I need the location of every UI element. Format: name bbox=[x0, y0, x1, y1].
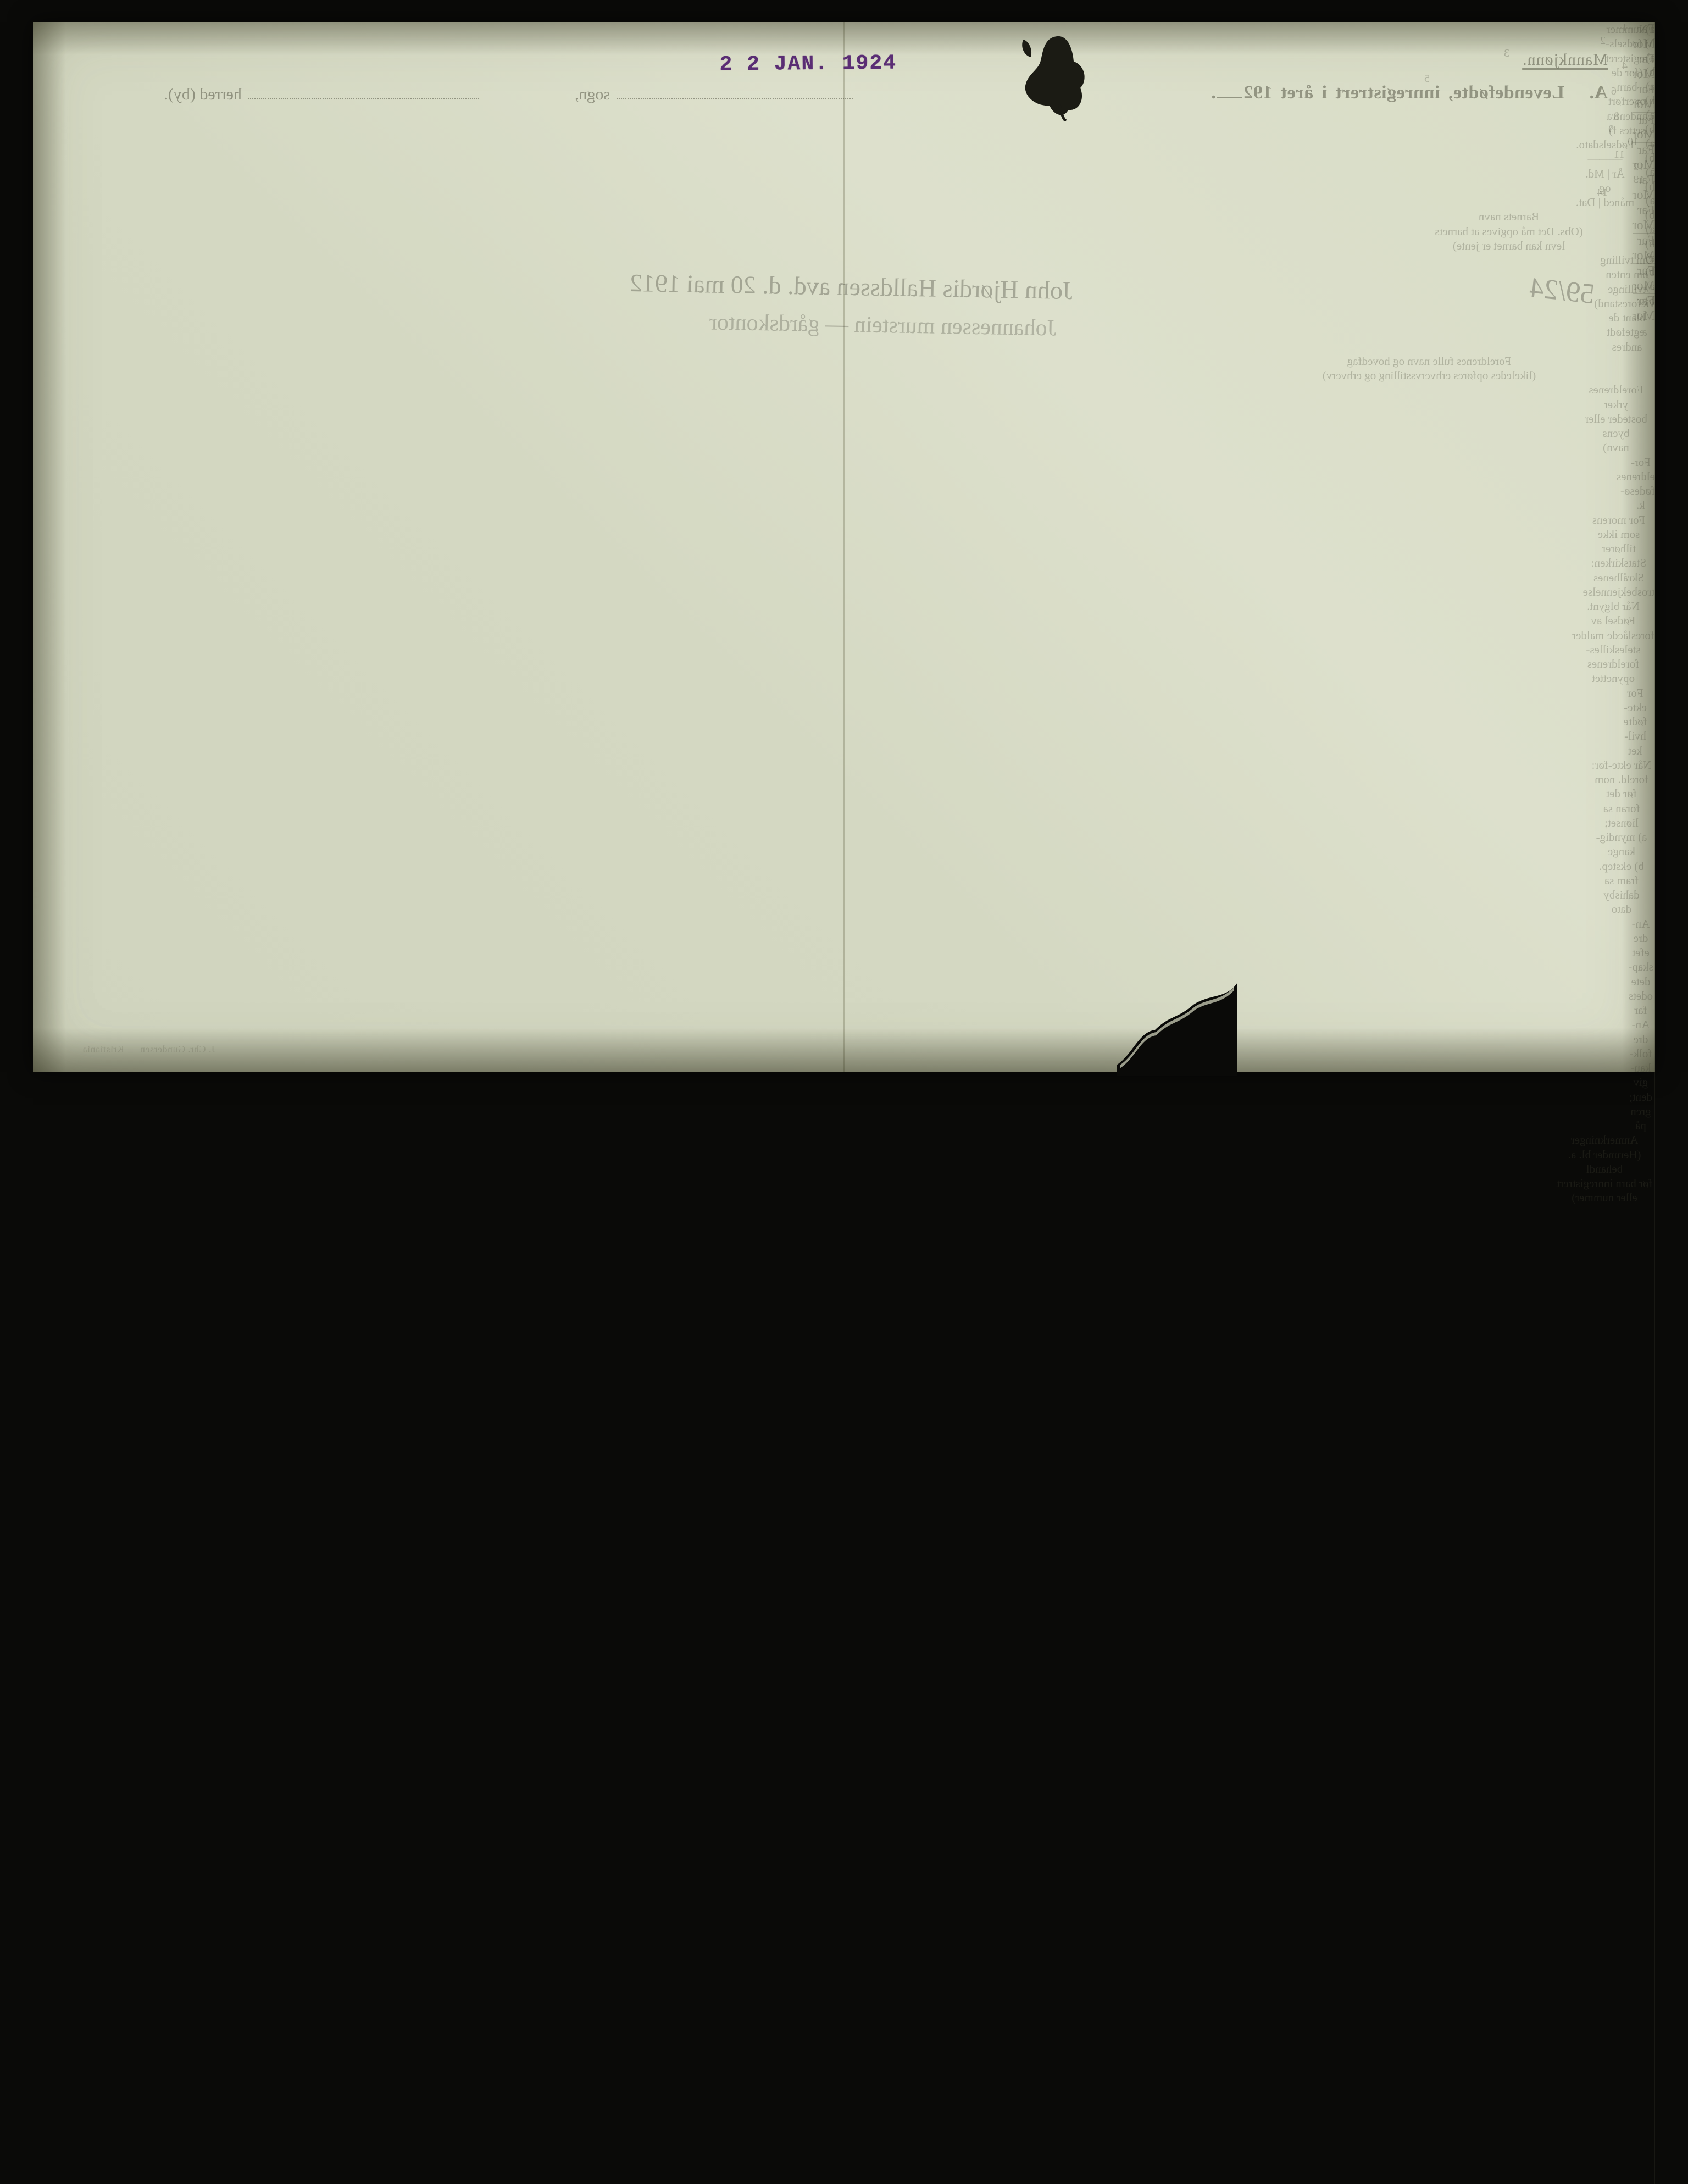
column-header-13: An- dre folk- kau- giv dent; gren på bbox=[1626, 1017, 1655, 1133]
col10-label-a: a) bbox=[1645, 165, 1655, 179]
col10-label-a: a) bbox=[1645, 22, 1655, 36]
col10-label-b: b) bbox=[1645, 122, 1655, 136]
table-column-numbers: 1234567891011121314 bbox=[1199, 22, 1655, 199]
col10-label-b: b) bbox=[1645, 179, 1655, 193]
column-number-5: 5 bbox=[1199, 73, 1655, 85]
header-herred-blank bbox=[248, 85, 479, 99]
column-header-12: An- dre efet skap- dete odets far bbox=[1626, 917, 1655, 1018]
col10-label-b: b) bbox=[1645, 93, 1655, 108]
col10-label-b: b) bbox=[1645, 236, 1655, 251]
column-header-10: For ekte- fødte hvil- ket bbox=[1615, 686, 1655, 758]
table-column-headers: Nummer i fødsels- registeret (for de bar… bbox=[1203, 22, 1655, 1205]
printer-caption: J. Chr. Gundersen — Kristiania bbox=[82, 1044, 215, 1055]
col10-label-b: b) bbox=[1645, 293, 1655, 308]
paper-edge-shadow bbox=[33, 22, 66, 1072]
column-number-3: 3 bbox=[1358, 47, 1655, 60]
col10-label-a: a) bbox=[1645, 51, 1655, 65]
col10-label-b: b) bbox=[1645, 151, 1655, 165]
col10-label-a: a) bbox=[1645, 79, 1655, 93]
col10-label-a: a) bbox=[1645, 222, 1655, 236]
col10-label-b: b) bbox=[1645, 208, 1655, 222]
table-rule-vertical bbox=[1654, 1891, 1655, 2184]
column-header-7: For- eldrenes fødesø- k. bbox=[1626, 455, 1655, 513]
col10-label-a: a) bbox=[1645, 251, 1655, 265]
header-sogn-label: sogn, bbox=[575, 85, 610, 103]
column-header-6: Foreldrenes yrker bosteder eller byens n… bbox=[1577, 383, 1655, 454]
col10-label-b: b) bbox=[1645, 65, 1655, 79]
handwriting-margin-number: 59/24 bbox=[1528, 271, 1596, 311]
ink-blot-defect bbox=[1007, 33, 1106, 121]
col10-label-b: b) bbox=[1645, 265, 1655, 279]
col10-label-a: a) bbox=[1645, 136, 1655, 151]
header-herred: herred (by). bbox=[164, 85, 479, 104]
col10-label-a: a) bbox=[1645, 279, 1655, 293]
column-header-3: Barnets navn (Obs. Det må opgives at bar… bbox=[1363, 209, 1655, 253]
column-header-5: Foreldrenes fulle navn og hovedfag (like… bbox=[1203, 354, 1655, 383]
col10-label-a: a) bbox=[1645, 193, 1655, 208]
handwriting-line-2: Johannessen murstein — gårdskontor bbox=[709, 309, 1057, 341]
scanned-form-page: Mannkjønn. A. Levendefødte, innregistrer… bbox=[33, 22, 1655, 1072]
col10-label-b: b) bbox=[1645, 36, 1655, 51]
date-stamp: 2 2 JAN. 1924 bbox=[720, 52, 897, 77]
column-header-9: Når blgynt. Fødsel av foreslåede malder … bbox=[1572, 599, 1655, 686]
column-header-8: For morens som ikke tilhører Statskirken… bbox=[1582, 513, 1655, 600]
table-col10-ab-labels: a)b)a)b)a)b)a)b)a)b)a)b)a)b)a)b)a)b)a)b) bbox=[1645, 22, 1655, 308]
column-header-14: Anmerkninger (Herunder bl. a. behandl fø… bbox=[1554, 1133, 1655, 1205]
column-header-11: Når ekte-før: foreld. nom før det foran … bbox=[1588, 758, 1655, 917]
header-sogn-blank bbox=[617, 85, 853, 99]
row-label-mother: Mor bbox=[1633, 309, 1655, 324]
header-sogn: sogn, bbox=[575, 85, 853, 104]
header-herred-label: herred (by). bbox=[164, 85, 242, 103]
col10-label-a: a) bbox=[1645, 108, 1655, 122]
handwriting-line-1: John Hjørdis Halldssen avd. d. 20 mai 19… bbox=[629, 268, 1073, 305]
center-fold-crease bbox=[843, 22, 845, 1072]
